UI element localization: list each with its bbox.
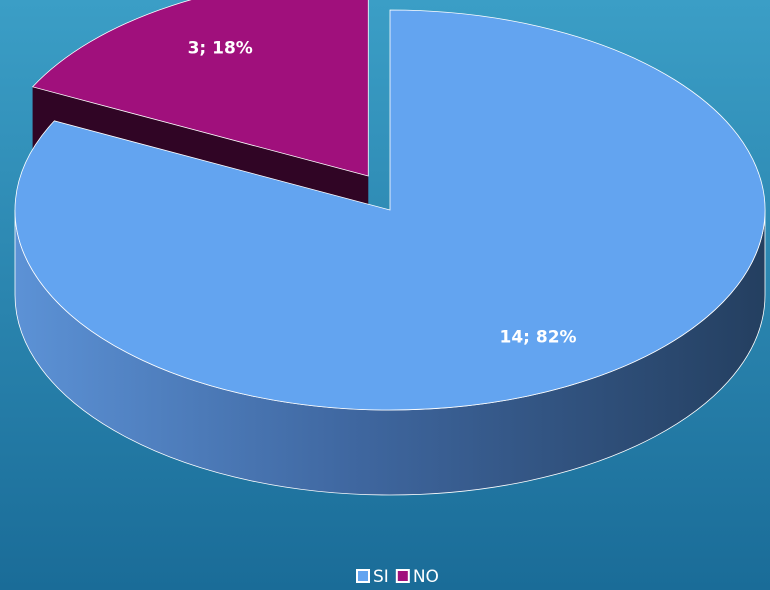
pie: 3; 18% 14; 82% [14,0,766,496]
slice-top [14,9,766,411]
slice-top [31,0,369,177]
legend-label: NO [413,567,439,587]
data-label: 3; 18% [188,38,253,58]
slice: 14; 82% [14,9,766,496]
legend: SI NO [356,567,439,587]
data-label: 14; 82% [500,328,577,348]
legend-swatch [395,569,410,583]
legend-label: SI [373,567,389,587]
legend-swatch [356,569,370,583]
